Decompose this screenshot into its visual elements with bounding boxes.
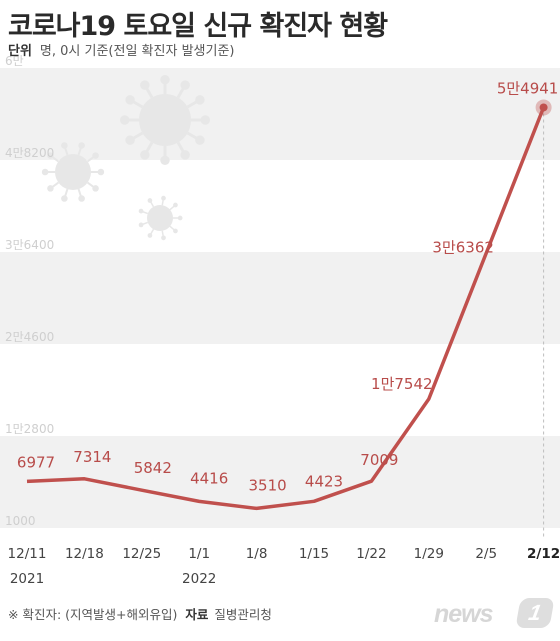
y-tick-label: 4만8200 — [5, 146, 54, 160]
x-tick-label: 12/11 — [8, 546, 47, 562]
logo-badge: 1 — [515, 598, 555, 628]
series-line — [26, 106, 546, 511]
virus-icon — [119, 74, 211, 166]
y-tick-label: 1만2800 — [5, 422, 54, 436]
data-points — [535, 99, 552, 116]
source-label: 자료 — [185, 607, 209, 622]
footer: ※ 확진자: (지역발생+해외유입) 자료 질병관리청 — [8, 604, 272, 623]
x-tick-label: 1/29 — [414, 546, 444, 562]
data-label: 3만6362 — [432, 238, 494, 256]
grid-band — [0, 68, 560, 160]
logo-word: news — [434, 600, 494, 628]
y-tick-label: 3만6400 — [5, 238, 54, 252]
unit-label: 단위 — [8, 44, 32, 59]
x-tick-label: 12/18 — [65, 546, 104, 562]
grid-bands — [0, 68, 560, 528]
chart-title: 코로나19 토요일 신규 확진자 현황 — [8, 11, 388, 42]
data-label: 3510 — [249, 476, 287, 494]
x-tick-label: 12/25 — [122, 546, 161, 562]
source-name: 질병관리청 — [214, 607, 272, 622]
footer-note: ※ 확진자: (지역발생+해외유입) — [8, 607, 178, 622]
y-tick-label: 2만4600 — [5, 330, 54, 344]
data-label: 5만4941 — [497, 79, 559, 97]
x-tick-label: 2/5 — [475, 546, 497, 562]
data-label: 5842 — [134, 459, 172, 477]
virus-icon — [138, 195, 183, 241]
y-tick-label: 1000 — [5, 514, 36, 528]
grid-band — [0, 252, 560, 344]
data-label: 1만7542 — [371, 375, 433, 393]
data-label: 7314 — [73, 448, 111, 466]
x-tick-label: 1/22 — [356, 546, 386, 562]
data-label: 7009 — [360, 451, 398, 469]
x-tick-label: 2/12 — [527, 546, 560, 562]
x-tick-sublabel: 2021 — [10, 571, 44, 587]
highlight-point — [539, 103, 548, 112]
data-label: 6977 — [17, 453, 55, 471]
data-labels: 6977 7314 5842 4416 3510 4423 7009 1만7542 3만6362… — [17, 79, 558, 494]
x-tick-label: 1/8 — [246, 546, 268, 562]
news1-logo: news 1 — [434, 596, 555, 632]
x-tick-label: 1/1 — [188, 546, 210, 562]
virus-decoration — [41, 74, 211, 241]
data-label: 4423 — [305, 472, 343, 490]
y-axis-ticks: 1000 1만2800 2만4600 3만6400 4만8200 6만 — [5, 54, 54, 528]
y-tick-label: 6만 — [5, 54, 24, 68]
x-tick-label: 1/15 — [299, 546, 329, 562]
unit-note: 단위 명, 0시 기준(전일 확진자 발생기준) — [8, 40, 234, 59]
unit-text: 명, 0시 기준(전일 확진자 발생기준) — [39, 44, 235, 59]
x-tick-sublabel: 2022 — [182, 571, 216, 587]
data-label: 4416 — [190, 469, 228, 487]
x-axis-ticks: 12/11 2021 12/18 12/25 1/1 2022 1/8 1/15 1/22 1/2… — [8, 546, 560, 587]
virus-icon — [41, 142, 105, 202]
